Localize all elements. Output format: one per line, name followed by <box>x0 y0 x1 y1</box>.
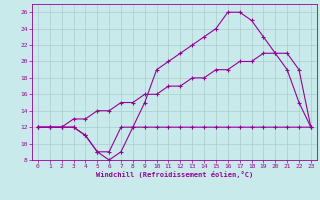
X-axis label: Windchill (Refroidissement éolien,°C): Windchill (Refroidissement éolien,°C) <box>96 171 253 178</box>
